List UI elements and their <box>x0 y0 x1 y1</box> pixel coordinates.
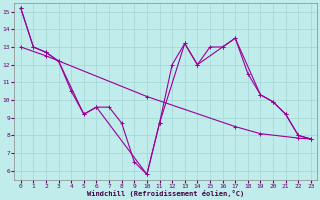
X-axis label: Windchill (Refroidissement éolien,°C): Windchill (Refroidissement éolien,°C) <box>87 190 244 197</box>
